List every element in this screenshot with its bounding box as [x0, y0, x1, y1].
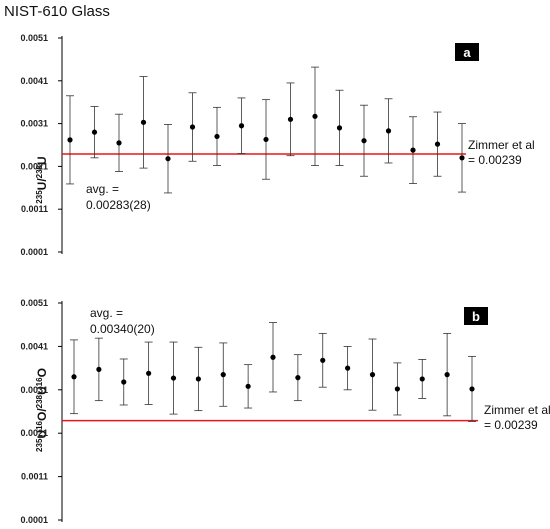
- panel-b-y-tick-label: 0.0021: [20, 428, 48, 438]
- panel-a: 235U/238U a avg. = 0.00283(28) Zimmer et…: [20, 33, 534, 257]
- panel-b-data-point: [394, 386, 400, 392]
- panel-b-data-point: [295, 375, 301, 381]
- panel-b-data-point: [245, 383, 251, 389]
- panel-a-data-point: [165, 156, 171, 162]
- panel-b-y-axis-title: 235U16O/238U16O: [35, 368, 49, 452]
- panel-a-data-point: [410, 147, 416, 153]
- panel-a-data-point: [312, 113, 318, 119]
- panel-b-tag: b: [472, 309, 480, 324]
- panel-b-data-point: [270, 354, 276, 360]
- panel-b-data-point: [469, 386, 475, 392]
- panel-a-data-point: [263, 136, 269, 143]
- panel-a-data-point: [214, 133, 220, 140]
- panel-a-y-tick-label: 0.0031: [20, 119, 48, 129]
- panel-b-data-point: [220, 372, 226, 378]
- panel-a-data-point: [189, 124, 196, 130]
- panel-b-y-label: 235U16O/238U16O: [35, 368, 49, 452]
- panel-a-y-axis-title: 235U/238U: [35, 156, 49, 203]
- panel-b-avg-label-line1: avg. =: [90, 306, 123, 320]
- panel-a-data-point: [385, 128, 392, 134]
- panel-b-y-tick-label: 0.0001: [20, 515, 48, 525]
- panel-b-avg-label-line2: 0.00340(20): [90, 322, 155, 336]
- panel-b-data-point: [146, 370, 152, 376]
- panel-a-reference-label-line2: = 0.00239: [468, 153, 522, 167]
- panel-a-data-point: [91, 129, 98, 135]
- panel-a-data-point: [336, 125, 343, 131]
- panel-b-data-point: [195, 376, 201, 382]
- panel-a-y-tick-label: 0.0011: [21, 204, 48, 214]
- panel-b-data-point: [444, 372, 450, 378]
- panel-b-reference-label-line1: Zimmer et al: [484, 403, 550, 417]
- panel-a-reference-label-line1: Zimmer et al: [468, 138, 535, 152]
- panel-b-data-point: [320, 357, 326, 363]
- figure-title: NIST-610 Glass: [4, 3, 110, 20]
- panel-a-data-point: [287, 116, 294, 122]
- panel-a-y-label: 235U/238U: [35, 156, 49, 203]
- panel-a-y-tick-label: 0.0021: [20, 161, 48, 171]
- panel-a-data-point: [140, 119, 147, 125]
- panel-b-data-point: [96, 366, 102, 373]
- panel-b-data-point: [121, 379, 127, 385]
- panel-a-avg-label-line2: 0.00283(28): [86, 198, 151, 212]
- panel-a-data-point: [116, 140, 122, 146]
- panel-b: 235U16O/238U16O b avg. = 0.00340(20) Zim…: [20, 298, 550, 525]
- panel-a-data-point: [434, 141, 441, 147]
- panel-b-tag-box: [464, 307, 488, 325]
- panel-a-avg-label-line1: avg. =: [86, 182, 119, 196]
- panel-b-y-tick-label: 0.0031: [20, 385, 48, 395]
- panel-b-y-tick-label: 0.0041: [20, 341, 48, 351]
- panel-a-tag-box: [455, 43, 479, 61]
- panel-b-data-point: [71, 374, 77, 380]
- panel-b-y-tick-label: 0.0011: [21, 472, 48, 482]
- panel-a-y-tick-label: 0.0041: [20, 76, 48, 86]
- panel-a-data-point: [361, 138, 367, 144]
- panel-a-data-point: [459, 155, 465, 161]
- panel-a-y-tick-label: 0.0001: [20, 247, 48, 257]
- panel-b-reference-label-line2: = 0.00239: [484, 418, 538, 432]
- panel-b-data-point: [345, 365, 351, 371]
- panel-a-y-tick-label: 0.0051: [20, 33, 48, 43]
- panel-b-y-tick-label: 0.0051: [20, 298, 48, 308]
- panel-a-data-point: [238, 123, 245, 129]
- panel-b-data-point: [419, 376, 425, 382]
- panel-b-data-point: [170, 375, 177, 381]
- panel-a-tag: a: [463, 45, 471, 60]
- panel-a-data-point: [67, 137, 73, 143]
- panel-b-data-point: [369, 372, 376, 378]
